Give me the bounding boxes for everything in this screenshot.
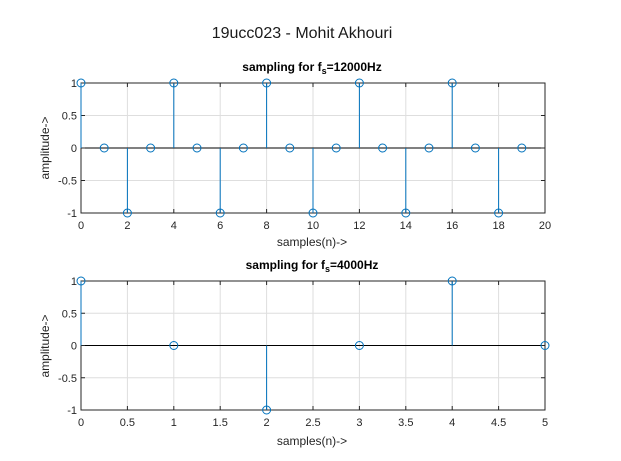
- subplot-top-stem-marker: [401, 208, 411, 218]
- subplot-bottom-stem-marker: [540, 341, 550, 350]
- subplot-bottom-title: sampling for fs=4000Hz: [246, 258, 379, 274]
- subplot-top-stem-marker: [285, 143, 295, 153]
- subplot-bottom-xtick-label: 2.5: [305, 417, 320, 429]
- title-subscript: s: [325, 264, 330, 274]
- subplot-bottom-xtick-label: 5: [542, 417, 548, 429]
- subplot-top-xlabel: samples(n)->: [277, 235, 347, 249]
- subplot-bottom-ytick-label: -0.5: [58, 373, 77, 385]
- subplot-bottom-xtick-label: 1.5: [213, 417, 228, 429]
- subplot-bottom-ylabel: amplitude->: [38, 314, 52, 377]
- subplot-top-xtick-label: 12: [353, 220, 365, 232]
- subplot-bottom-ytick-label: -1: [67, 405, 77, 417]
- subplot-top-xtick-label: 6: [217, 220, 223, 232]
- subplot-bottom-xtick-label: 2: [264, 417, 270, 429]
- subplot-top-stem-marker: [354, 78, 364, 88]
- subplot-top-stem-marker: [262, 78, 272, 88]
- subplot-top-xtick-label: 2: [124, 220, 130, 232]
- subplot-bottom-xtick-label: 0.5: [120, 417, 135, 429]
- subplot-top-ytick-label: -0.5: [58, 176, 77, 188]
- subplot-top-stem-marker: [215, 208, 225, 218]
- subplot-bottom-xtick-label: 3: [356, 417, 362, 429]
- title-main: sampling for f: [246, 258, 326, 272]
- subplot-top-stem-marker: [424, 143, 434, 153]
- subplot-bottom-xlabel: samples(n)->: [277, 434, 347, 448]
- subplot-top-ytick-label: 0: [71, 143, 77, 155]
- subplot-top-xtick-label: 16: [446, 220, 458, 232]
- subplot-top-stem-marker: [331, 143, 341, 153]
- subplot-bottom-stem-marker: [354, 341, 364, 350]
- figure-suptitle: 19ucc023 - Mohit Akhouri: [212, 25, 393, 42]
- title-rest: =4000Hz: [330, 258, 378, 272]
- title-rest: =12000Hz: [327, 60, 382, 74]
- subplot-top-xtick-label: 14: [400, 220, 412, 232]
- subplot-top-title: sampling for fs=12000Hz: [242, 60, 381, 76]
- subplot-bottom-xtick-label: 1: [171, 417, 177, 429]
- subplot-top-ytick-label: 0.5: [62, 111, 77, 123]
- subplot-bottom-xtick-label: 4.5: [491, 417, 506, 429]
- subplot-top-stem-marker: [76, 78, 86, 88]
- subplot-top-stem-marker: [517, 143, 527, 153]
- subplot-bottom-ytick-label: 0: [71, 341, 77, 353]
- subplot-top-stem-marker: [99, 143, 109, 153]
- subplot-bottom-stem-marker: [262, 405, 272, 415]
- title-subscript: s: [322, 66, 327, 76]
- subplot-bottom-ytick-label: 0.5: [62, 308, 77, 320]
- title-main: sampling for f: [242, 60, 322, 74]
- subplot-bottom-stem-marker: [169, 341, 179, 350]
- subplot-top-xtick-label: 20: [539, 220, 551, 232]
- subplot-bottom-stem-marker: [447, 276, 457, 286]
- subplot-top-stem-marker: [447, 78, 457, 88]
- subplot-top-stem-marker: [192, 143, 202, 153]
- subplot-bottom-ytick-label: 1: [71, 276, 77, 288]
- subplot-top-stem-marker: [238, 143, 248, 153]
- subplot-top-stem-marker: [494, 208, 504, 218]
- subplot-top-stem-marker: [146, 143, 156, 153]
- subplot-bottom: sampling for fs=4000Hz samples(n)-> ampl…: [38, 258, 550, 448]
- subplot-top-xtick-label: 8: [264, 220, 270, 232]
- subplot-top-stem-marker: [470, 143, 480, 153]
- subplot-top-xtick-label: 10: [307, 220, 319, 232]
- subplot-top-xtick-label: 0: [78, 220, 84, 232]
- subplot-top-xtick-label: 18: [492, 220, 504, 232]
- subplot-bottom-xtick-label: 0: [78, 417, 84, 429]
- subplot-top-stem-marker: [169, 78, 179, 88]
- subplot-top-ytick-label: -1: [67, 208, 77, 220]
- subplot-top-ytick-label: 1: [71, 78, 77, 90]
- subplot-top-stem-marker: [122, 208, 132, 218]
- subplot-top-xtick-label: 4: [171, 220, 177, 232]
- subplot-bottom-xtick-label: 3.5: [398, 417, 413, 429]
- subplot-top-ylabel: amplitude->: [38, 116, 52, 179]
- subplot-bottom-stem-marker: [76, 276, 86, 286]
- subplot-top-stem-marker: [378, 143, 388, 153]
- subplot-top: sampling for fs=12000Hz samples(n)-> amp…: [38, 60, 551, 249]
- subplot-top-stem-marker: [308, 208, 318, 218]
- subplot-bottom-xtick-label: 4: [449, 417, 455, 429]
